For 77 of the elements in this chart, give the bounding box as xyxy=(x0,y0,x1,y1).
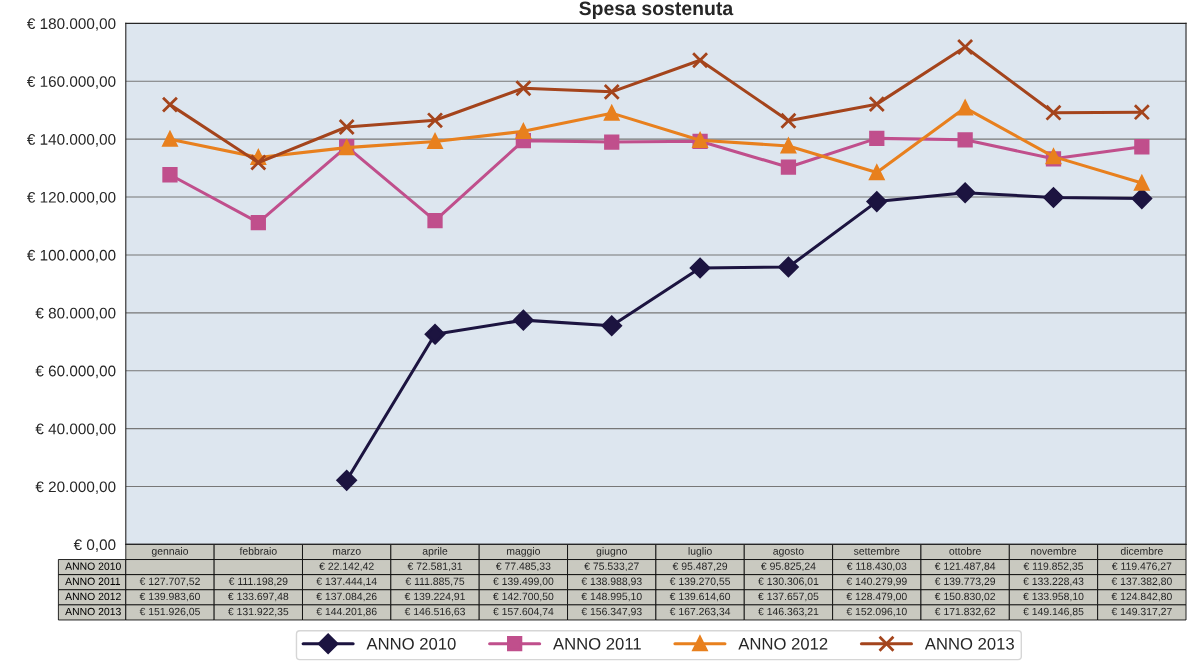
data-label: € 144.201,86 xyxy=(316,607,377,617)
data-label: € 121.487,84 xyxy=(934,562,996,572)
x-tick-label: dicembre xyxy=(1120,547,1163,555)
x-tick-label: marzo xyxy=(332,549,361,555)
y-tick-label: € 180.000,00 xyxy=(26,18,116,31)
x-tick-label: settembre xyxy=(853,547,900,555)
data-label: € 139.773,29 xyxy=(934,577,996,587)
data-label: € 171.832,62 xyxy=(934,607,996,617)
data-label: € 127.707,52 xyxy=(139,577,200,587)
data-label: € 137.084,26 xyxy=(316,592,377,602)
data-label: € 146.516,63 xyxy=(404,607,465,617)
legend-label: ANNO 2010 xyxy=(366,637,456,650)
y-tick-label: € 160.000,00 xyxy=(26,76,116,89)
data-label: € 150.830,02 xyxy=(934,592,996,602)
data-label: € 128.479,00 xyxy=(846,592,907,602)
x-tick-label: maggio xyxy=(506,547,541,557)
data-label: € 77.485,33 xyxy=(495,562,551,572)
data-label: € 167.263,34 xyxy=(669,607,731,617)
data-label: € 137.657,05 xyxy=(758,592,819,602)
data-label: € 157.604,74 xyxy=(493,607,554,617)
data-label: € 130.306,01 xyxy=(758,577,819,587)
data-label: € 131.922,35 xyxy=(227,607,289,617)
data-label: € 140.279,99 xyxy=(846,577,907,587)
data-label: € 72.581,31 xyxy=(407,562,463,572)
data-label: € 146.363,21 xyxy=(758,607,819,617)
legend-label: ANNO 2013 xyxy=(924,637,1014,650)
data-label: € 139.983,60 xyxy=(139,592,200,602)
legend-label: ANNO 2012 xyxy=(738,637,828,650)
data-label: € 124.842,80 xyxy=(1111,592,1172,602)
x-tick-label: novembre xyxy=(1031,547,1077,555)
data-label: € 149.317,27 xyxy=(1111,607,1172,617)
data-label: € 142.700,50 xyxy=(493,592,554,602)
data-label: € 133.958,10 xyxy=(1023,592,1084,602)
x-tick-label: gennaio xyxy=(151,547,189,557)
x-tick-label: agosto xyxy=(773,547,804,557)
y-tick-label: € 140.000,00 xyxy=(26,134,116,147)
text: ANNO 2012 xyxy=(65,592,121,601)
data-label: € 119.852,35 xyxy=(1023,562,1084,572)
x-tick-label: aprile xyxy=(422,547,448,557)
x-tick-label: luglio xyxy=(688,547,712,557)
data-label: € 139.224,91 xyxy=(404,592,465,602)
y-tick-label: € 60.000,00 xyxy=(35,365,116,379)
data-label: € 75.533,27 xyxy=(584,562,639,572)
data-label: € 138.988,93 xyxy=(581,577,642,587)
text: ANNO 2013 xyxy=(65,607,121,616)
data-label: € 111.885,75 xyxy=(405,577,465,587)
data-label: € 95.487,29 xyxy=(672,562,728,572)
x-tick-label: ottobre xyxy=(949,547,981,555)
y-tick-label: € 80.000,00 xyxy=(35,307,116,321)
x-tick-label: giugno xyxy=(596,547,627,557)
data-label: € 137.444,14 xyxy=(316,577,377,587)
data-label: € 152.096,10 xyxy=(846,607,907,617)
text: ANNO 2010 xyxy=(65,562,121,570)
y-tick-label: € 120.000,00 xyxy=(26,191,116,205)
data-label: € 119.476,27 xyxy=(1111,562,1172,572)
data-label: € 148.995,10 xyxy=(581,592,642,602)
y-tick-label: € 20.000,00 xyxy=(35,481,116,495)
chart-title: Spesa sostenuta xyxy=(579,1,734,20)
x-tick-label: febbraio xyxy=(239,547,277,555)
data-label: € 133.697,48 xyxy=(227,592,289,602)
text: ANNO 2011 xyxy=(65,577,121,585)
y-tick-label: € 0,00 xyxy=(73,539,116,552)
y-tick-label: € 100.000,00 xyxy=(26,249,116,263)
data-label: € 111.198,29 xyxy=(228,577,288,587)
data-label: € 156.347,93 xyxy=(581,607,642,617)
y-tick-label: € 40.000,00 xyxy=(35,423,116,437)
data-label: € 95.825,24 xyxy=(761,562,816,572)
data-label: € 139.499,00 xyxy=(493,577,554,587)
data-label: € 137.382,80 xyxy=(1111,577,1172,587)
data-label: € 149.146,85 xyxy=(1023,607,1084,617)
data-label: € 133.228,43 xyxy=(1023,577,1084,587)
data-label: € 139.614,60 xyxy=(669,592,731,602)
legend-label: ANNO 2011 xyxy=(553,637,641,650)
data-label: € 151.926,05 xyxy=(139,607,200,617)
data-label: € 139.270,55 xyxy=(669,577,731,587)
data-label: € 118.430,03 xyxy=(846,562,907,572)
data-label: € 22.142,42 xyxy=(319,562,374,572)
